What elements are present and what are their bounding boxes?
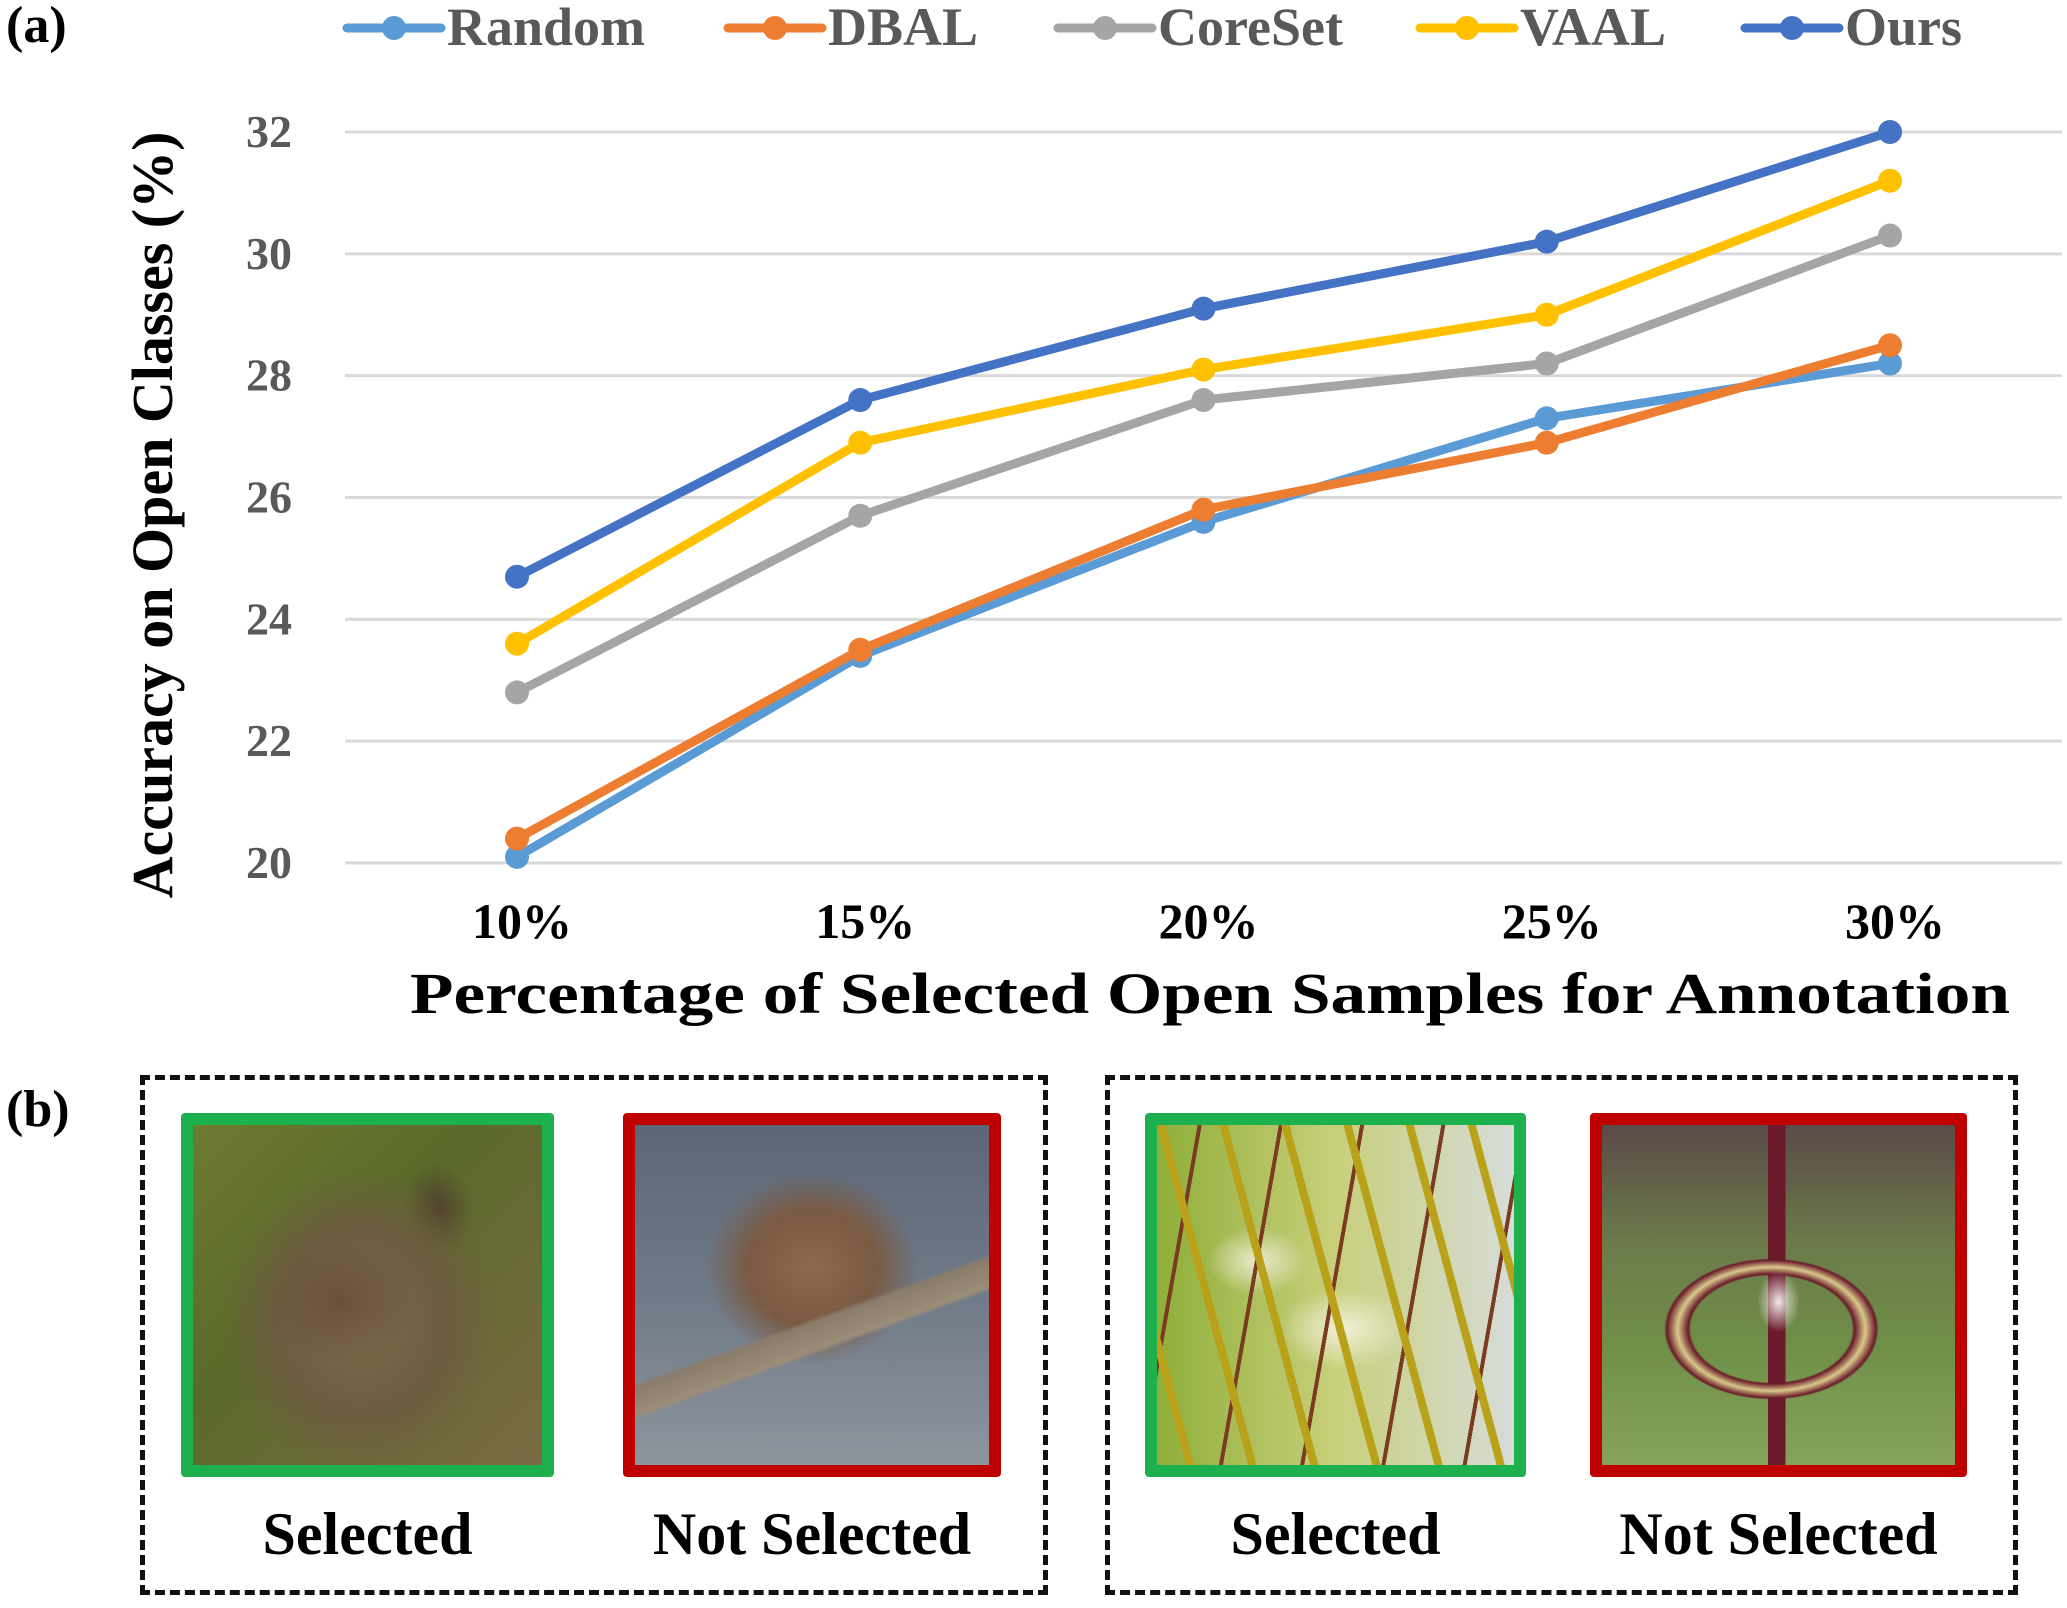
legend-item-random: Random	[342, 0, 645, 57]
line-chart: Random DBAL CoreSet VAAL Ours 20 22 24 26 28 30 32…	[120, 0, 2062, 1026]
data-point	[848, 430, 873, 455]
legend-label: VAAL	[1520, 0, 1666, 57]
chart-legend: Random DBAL CoreSet VAAL Ours	[342, 0, 1962, 57]
gridlines	[345, 130, 2062, 865]
series-line	[512, 358, 1895, 862]
orchid-not-selected-image	[1590, 1113, 1967, 1477]
x-axis-title: Percentage of Selected Open Samples for …	[410, 961, 2010, 1026]
data-point	[1191, 497, 1216, 522]
legend-item-coreset: CoreSet	[1053, 0, 1343, 57]
x-tick-label: 20%	[1159, 893, 1259, 949]
legend-marker	[1455, 16, 1479, 40]
y-axis-title: Accuracy on Open Classes (%)	[120, 132, 185, 899]
y-tick-labels: 20 22 24 26 28 30 32	[246, 106, 292, 888]
legend-marker	[382, 16, 406, 40]
data-point	[505, 826, 529, 851]
legend-label: CoreSet	[1158, 0, 1343, 57]
spotted-orchid-photo	[1602, 1125, 1955, 1465]
orchid-selected-caption: Selected	[1230, 1501, 1441, 1567]
data-point	[1191, 388, 1216, 413]
data-point	[1878, 223, 1902, 248]
legend-item-dbal: DBAL	[723, 0, 978, 57]
legend-item-ours: Ours	[1740, 0, 1962, 57]
data-point	[1878, 351, 1902, 376]
data-point	[848, 503, 873, 528]
fossa-face-photo	[193, 1125, 542, 1465]
example-group-fossa	[140, 1075, 1048, 1595]
series-dbal	[505, 333, 1902, 851]
data-point	[1534, 351, 1559, 376]
data-point	[1534, 406, 1559, 431]
data-point	[1534, 302, 1559, 327]
panel-b-label: (b)	[6, 1081, 70, 1138]
panel-a-label: (a)	[6, 0, 67, 54]
yellow-spider-orchid-photo	[1157, 1125, 1514, 1465]
series-random	[505, 351, 1902, 869]
example-group-orchid	[1105, 1075, 2018, 1595]
data-point	[505, 680, 529, 705]
legend-marker	[1780, 16, 1804, 40]
data-point	[848, 388, 873, 413]
fossa-not-selected-caption: Not Selected	[652, 1501, 972, 1567]
data-point	[1878, 168, 1902, 193]
legend-item-vaal: VAAL	[1415, 0, 1666, 57]
y-tick-label: 20	[246, 837, 292, 888]
series-line	[512, 176, 1895, 649]
legend-label: DBAL	[828, 0, 978, 57]
data-point	[1878, 120, 1902, 144]
data-point	[1191, 357, 1216, 382]
fossa-not-selected-image	[623, 1113, 1001, 1477]
data-point	[1534, 229, 1559, 254]
legend-marker	[763, 16, 787, 40]
fossa-selected-image	[181, 1113, 554, 1477]
fossa-on-branch-photo	[635, 1125, 989, 1465]
data-point	[505, 564, 529, 589]
y-tick-label: 26	[246, 472, 292, 523]
y-tick-label: 22	[246, 715, 292, 766]
x-tick-label: 25%	[1502, 893, 1602, 949]
y-tick-label: 28	[246, 350, 292, 401]
legend-marker	[1093, 16, 1117, 40]
legend-label: Ours	[1845, 0, 1962, 57]
data-point	[848, 637, 873, 662]
series-coreset	[505, 223, 1902, 705]
x-tick-label: 15%	[815, 893, 915, 949]
x-tick-labels: 10% 15% 20% 25% 30%	[472, 893, 1945, 949]
orchid-not-selected-caption: Not Selected	[1619, 1501, 1938, 1567]
series-ours	[505, 120, 1902, 589]
data-point	[505, 631, 529, 656]
y-tick-label: 32	[246, 106, 292, 157]
fossa-selected-caption: Selected	[262, 1501, 473, 1567]
data-point	[1191, 296, 1216, 321]
data-point	[1878, 333, 1902, 358]
orchid-selected-image	[1145, 1113, 1526, 1477]
series-line	[512, 340, 1895, 844]
data-point	[505, 844, 529, 869]
y-tick-label: 30	[246, 228, 292, 279]
series-vaal	[505, 168, 1902, 656]
x-tick-label: 30%	[1845, 893, 1945, 949]
legend-label: Random	[447, 0, 645, 57]
series-lines	[505, 120, 1902, 869]
x-tick-label: 10%	[472, 893, 572, 949]
y-tick-label: 24	[246, 593, 292, 644]
data-point	[1534, 430, 1559, 455]
